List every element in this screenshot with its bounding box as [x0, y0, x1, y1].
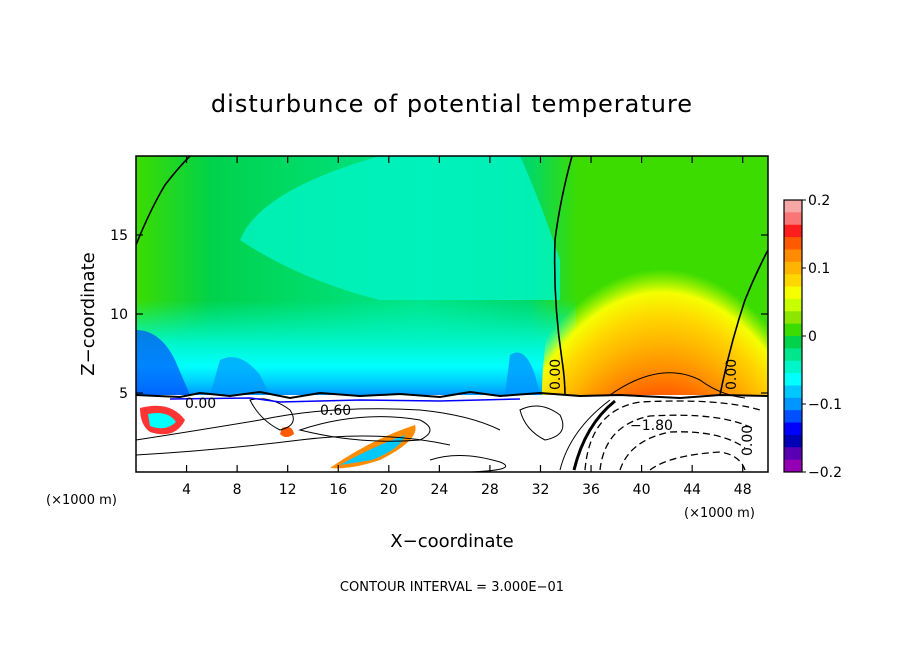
colorbar-swatch [784, 447, 802, 461]
chart-title: disturbunce of potential temperature [211, 90, 693, 118]
x-tick-label: 40 [633, 482, 651, 498]
y-axis-label: Z−coordinate [78, 252, 99, 375]
x-unit-right: (×1000 m) [684, 506, 755, 521]
colorbar-swatch [784, 237, 802, 250]
contour-label: 0.60 [320, 403, 351, 419]
colorbar-swatch [784, 348, 802, 362]
colorbar-swatch [784, 422, 802, 436]
x-tick-label: 12 [279, 482, 297, 498]
colorbar-swatch [784, 261, 802, 275]
x-tick-label: 4 [182, 482, 191, 498]
colorbar-tick-label: −0.1 [808, 397, 842, 413]
colorbar-swatch [784, 311, 802, 325]
plot-field [136, 156, 768, 472]
x-tick-label: 48 [734, 482, 752, 498]
colorbar-tick-label: 0.1 [808, 261, 830, 277]
contour-label: 0.00 [548, 359, 564, 390]
colorbar-swatch [784, 212, 802, 226]
colorbar-swatch [784, 224, 802, 238]
colorbar-tick-label: 0 [808, 329, 817, 345]
contour-label: 0.00 [724, 359, 740, 390]
x-tick-label: 28 [481, 482, 499, 498]
colorbar-swatch [784, 434, 802, 448]
y-tick-label: 5 [119, 386, 128, 402]
contour-label: −1.80 [630, 418, 673, 434]
colorbar-swatch [784, 274, 802, 288]
x-unit-left: (×1000 m) [46, 493, 117, 508]
x-tick-label: 24 [430, 482, 448, 498]
colorbar [783, 199, 803, 473]
colorbar-swatch [784, 298, 802, 312]
x-axis-label: X−coordinate [390, 531, 513, 552]
x-tick-label: 32 [532, 482, 550, 498]
colorbar-swatch [784, 200, 802, 213]
x-tick-label: 8 [233, 482, 242, 498]
x-tick-label: 20 [380, 482, 398, 498]
x-tick-label: 36 [582, 482, 600, 498]
y-tick-label: 10 [110, 307, 128, 323]
y-tick-label: 15 [110, 228, 128, 244]
x-tick-label: 16 [329, 482, 347, 498]
colorbar-swatch [784, 397, 802, 411]
colorbar-tick-label: −0.2 [808, 465, 842, 481]
y-axis-ticks: 5 10 15 [110, 228, 768, 402]
colorbar-swatch [784, 336, 802, 349]
x-axis-ticks: 4 8 12 16 20 24 28 32 36 40 44 48 [182, 156, 752, 498]
contour-interval-note: CONTOUR INTERVAL = 3.000E−01 [340, 580, 564, 595]
colorbar-swatch [784, 360, 802, 374]
colorbar-swatch [784, 286, 802, 300]
x-tick-label: 44 [683, 482, 701, 498]
colorbar-swatch [784, 323, 802, 337]
colorbar-swatch [784, 410, 802, 424]
contour-label: 0.00 [740, 425, 756, 456]
colorbar-swatch [784, 373, 802, 386]
colorbar-labels: 0.2 0.1 0 −0.1 −0.2 [802, 193, 842, 481]
colorbar-tick-label: 0.2 [808, 193, 830, 209]
contour-label: 0.00 [185, 396, 216, 412]
colorbar-swatch [784, 249, 802, 263]
colorbar-swatch [784, 459, 802, 473]
colorbar-swatch [784, 385, 802, 399]
